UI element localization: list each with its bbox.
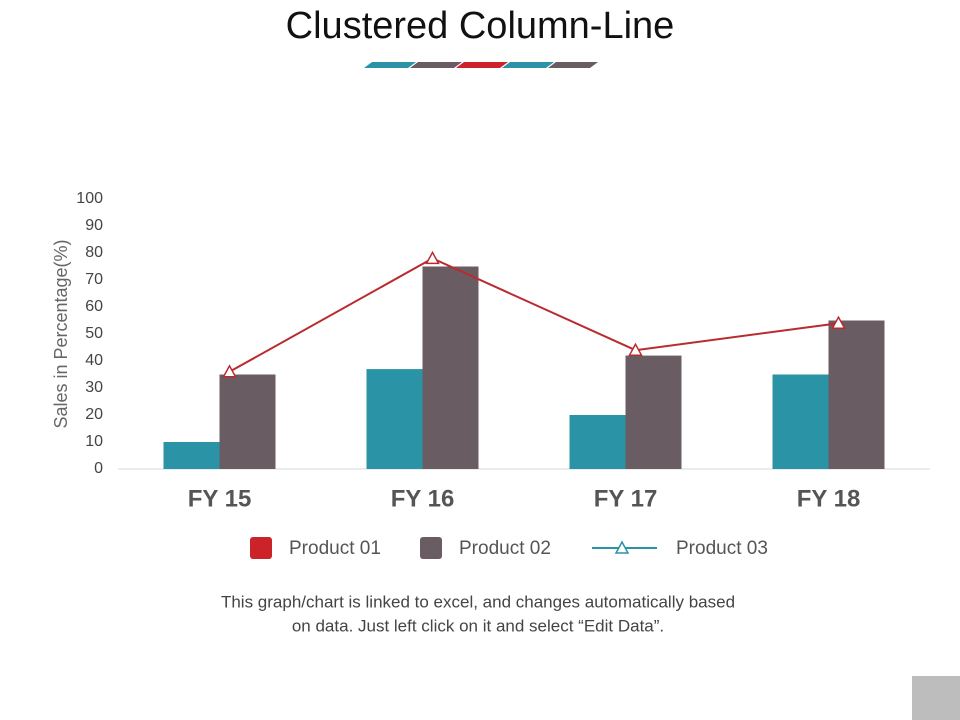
y-tick-label: 40	[85, 352, 103, 369]
legend-label: Product 01	[289, 538, 381, 559]
line-marker	[222, 364, 237, 378]
line-marker	[425, 250, 440, 265]
y-tick-label: 10	[85, 433, 103, 450]
line-marker	[831, 315, 846, 329]
y-tick-label: 80	[85, 244, 103, 261]
bar	[625, 355, 682, 469]
y-tick-label: 100	[76, 190, 103, 207]
title-decoration	[364, 62, 598, 68]
bar	[569, 415, 626, 469]
x-tick-label: FY 16	[391, 485, 455, 512]
bar	[163, 442, 220, 469]
y-tick-label: 90	[85, 217, 103, 234]
corner-box	[912, 676, 960, 720]
footnote: This graph/chart is linked to excel, and…	[221, 592, 735, 611]
legend-label: Product 03	[676, 538, 768, 559]
line-marker	[628, 342, 643, 356]
y-tick-label: 60	[85, 298, 103, 315]
legend-label: Product 02	[459, 538, 551, 559]
y-tick-label: 0	[94, 460, 103, 477]
legend-swatch	[614, 540, 630, 554]
bar	[772, 374, 829, 469]
footnote: on data. Just left click on it and selec…	[292, 616, 664, 635]
x-tick-label: FY 18	[797, 485, 861, 512]
y-tick-label: 70	[85, 271, 103, 288]
y-tick-label: 30	[85, 379, 103, 396]
bar	[422, 266, 479, 469]
y-tick-label: 20	[85, 406, 103, 423]
legend-swatch	[250, 537, 272, 559]
y-axis-label: Sales in Percentage(%)	[51, 239, 71, 428]
line-series	[229, 257, 839, 373]
legend-swatch	[420, 537, 442, 559]
bar	[366, 369, 423, 469]
bar	[828, 320, 885, 469]
x-tick-label: FY 17	[594, 485, 658, 512]
y-tick-label: 50	[85, 325, 103, 342]
bar	[219, 374, 276, 469]
chart-title: Clustered Column-Line	[286, 5, 675, 47]
x-tick-label: FY 15	[188, 485, 252, 512]
